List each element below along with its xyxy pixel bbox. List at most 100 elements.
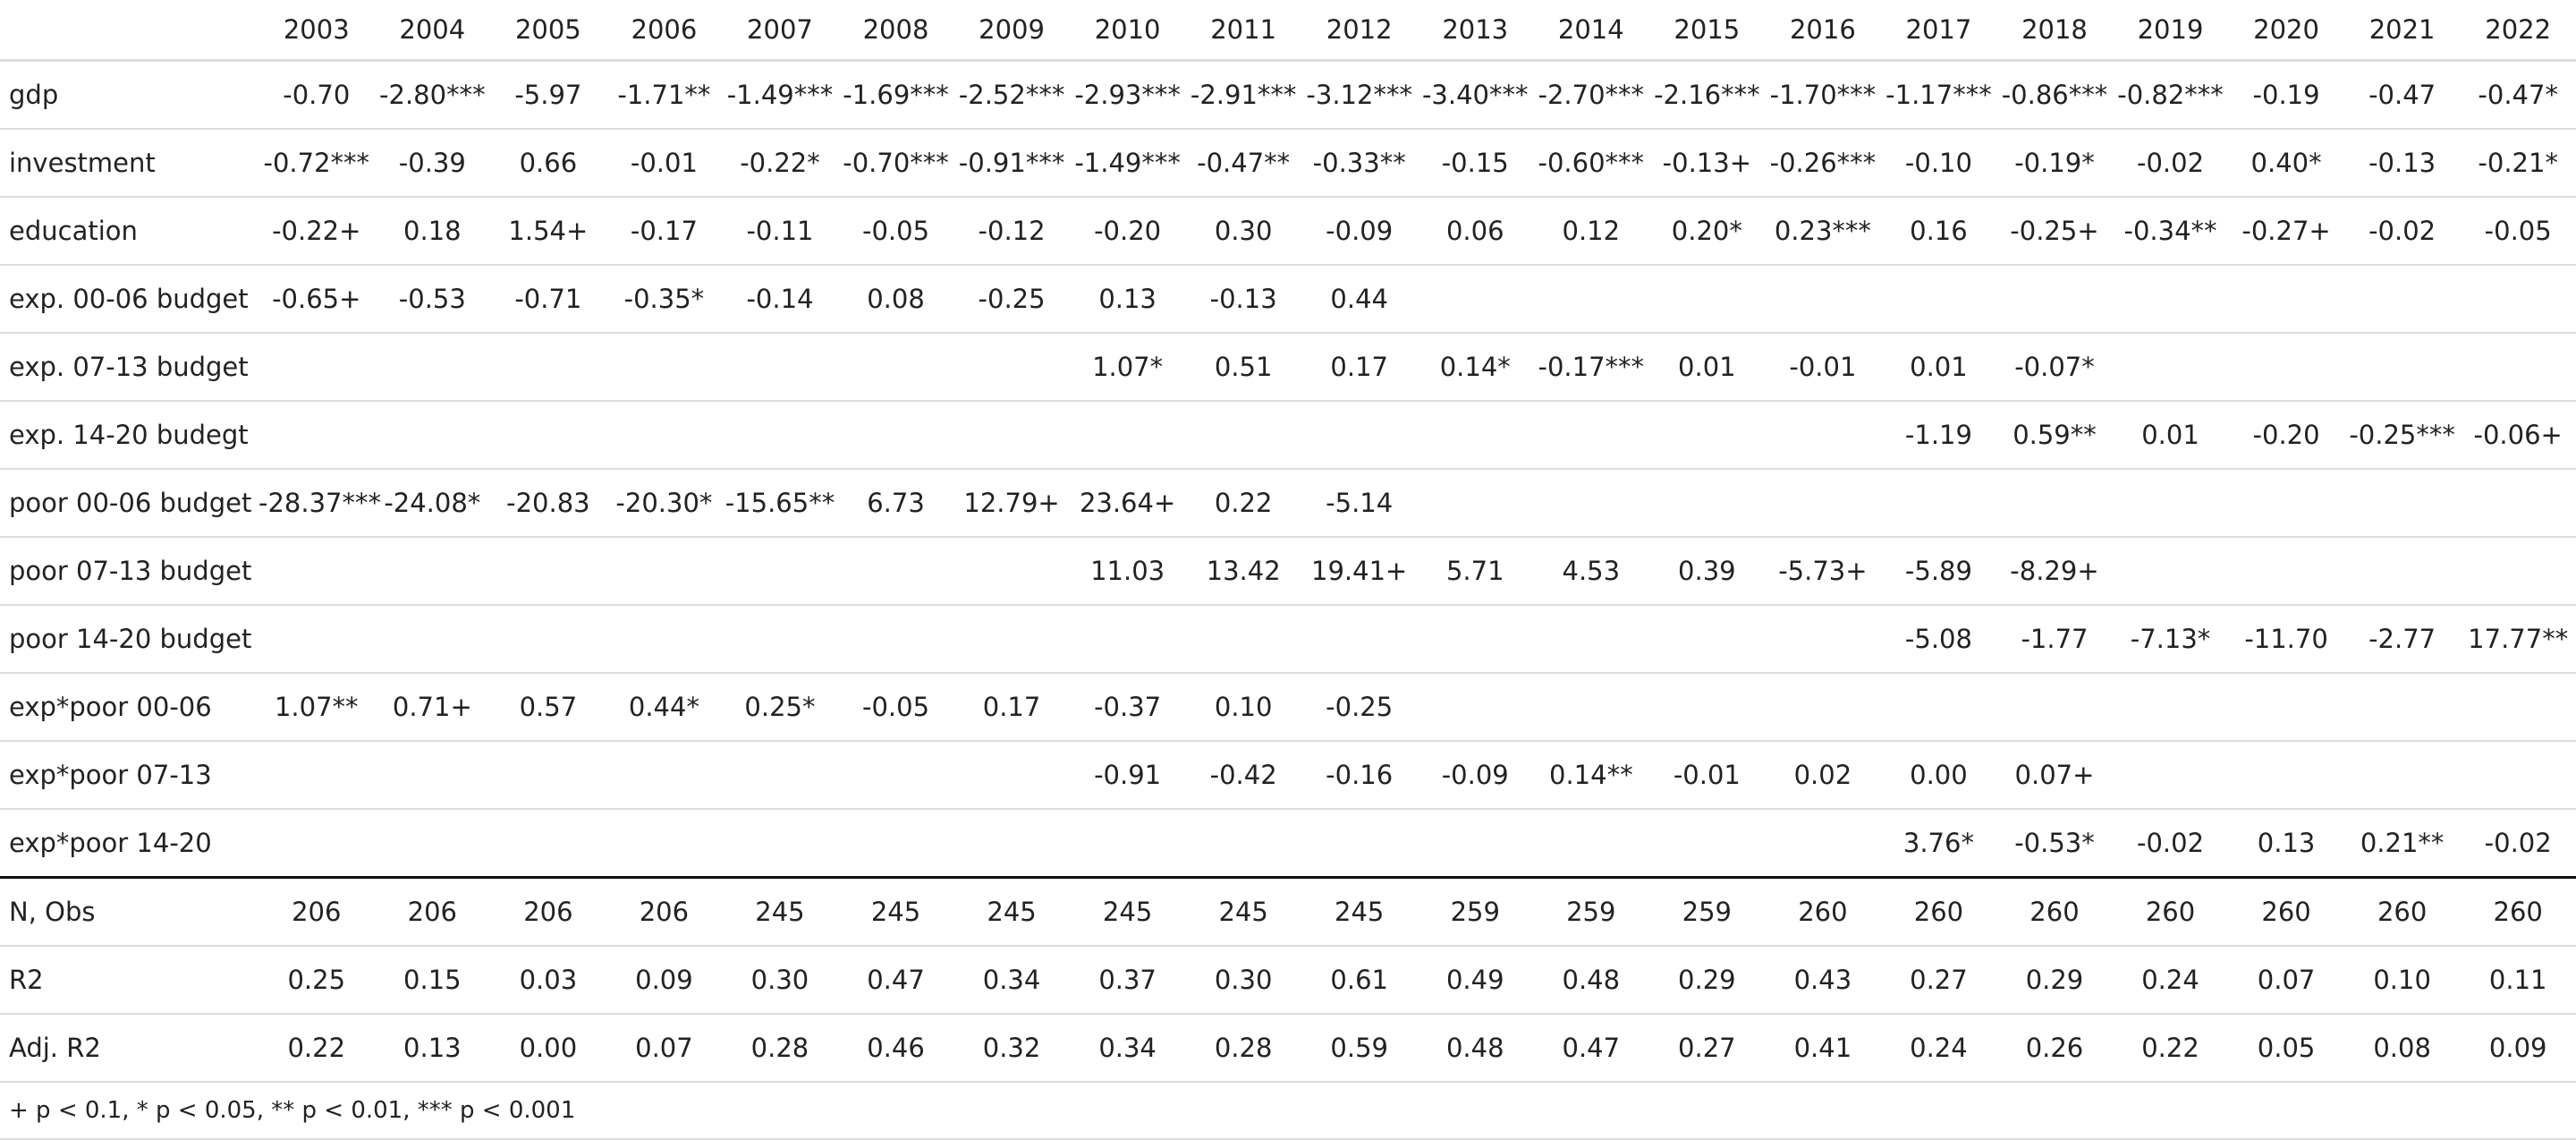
coefficient-cell (1533, 809, 1649, 879)
coefficient-cell (722, 401, 838, 470)
coefficient-cell: -0.22* (722, 129, 838, 198)
row-label: poor 07-13 budget (0, 537, 258, 606)
statistic-row: R2 0.25 0.15 0.03 0.09 0.30 0.47 0.34 0.37 0.30 0.… (0, 946, 2576, 1015)
row-label: exp*poor 00-06 (0, 673, 258, 742)
coefficient-cell (606, 809, 723, 879)
statistic-cell: 0.00 (490, 1014, 606, 1083)
statistic-cell: 0.09 (2460, 1014, 2576, 1083)
coefficient-cell (2460, 537, 2576, 606)
coefficient-cell (2460, 265, 2576, 334)
coefficient-cell (1533, 605, 1649, 674)
coefficient-cell: -8.29+ (1996, 537, 2113, 606)
coefficient-cell (1880, 265, 1997, 334)
coefficient-cell: -0.13 (2343, 129, 2461, 198)
coefficient-row: exp*poor 07-13 -0.91 -0.42 -0.16 -0.09 0.14**… (0, 741, 2576, 810)
header-row: 2003 2004 2005 2006 2007 2008 2009 2010 2011 2012… (0, 0, 2576, 62)
statistic-cell: 0.30 (722, 946, 838, 1015)
coefficient-cell: -2.91*** (1185, 60, 1301, 130)
coefficient-cell: 0.14** (1533, 741, 1649, 810)
coefficient-cell (2112, 537, 2229, 606)
statistic-cell: 245 (722, 877, 838, 947)
statistic-row: N, Obs 206 206 206 206 245 245 245 245 245 245 259 2… (0, 877, 2576, 947)
statistic-cell: 259 (1533, 877, 1649, 947)
coefficient-cell (2112, 265, 2229, 334)
coefficient-cell: -0.19* (1996, 129, 2113, 198)
coefficient-cell: 0.51 (1185, 333, 1301, 402)
statistic-cell: 0.07 (2228, 946, 2344, 1015)
year-header-2015: 2015 (1648, 0, 1766, 62)
coefficient-cell: 0.17 (953, 673, 1070, 742)
statistic-cell: 260 (1996, 877, 2113, 947)
coefficient-row: investment -0.72*** -0.39 0.66 -0.01 -0.22* -0… (0, 129, 2576, 198)
coefficient-cell (2228, 537, 2344, 606)
coefficient-cell: -5.89 (1880, 537, 1997, 606)
coefficient-cell (1880, 469, 1997, 538)
coefficient-cell: -5.14 (1301, 469, 1418, 538)
coefficient-row: exp. 14-20 budegt -1.19 0.59** 0.01 -0.20 -0.… (0, 401, 2576, 470)
statistic-cell: 0.15 (374, 946, 491, 1015)
coefficient-cell (2343, 333, 2461, 402)
row-label: exp. 07-13 budget (0, 333, 258, 402)
coefficient-cell: 0.06 (1417, 197, 1534, 266)
coefficient-cell: 0.18 (374, 197, 491, 266)
coefficient-cell: -0.17*** (1533, 333, 1649, 402)
coefficient-cell: 0.02 (1765, 741, 1881, 810)
coefficient-cell: 0.59** (1996, 401, 2113, 470)
coefficient-cell (1648, 469, 1766, 538)
coefficient-cell: -11.70 (2228, 605, 2344, 674)
coefficient-cell: -20.30* (606, 469, 723, 538)
year-header-2004: 2004 (374, 0, 491, 62)
coefficient-cell: -0.72*** (258, 129, 375, 198)
coefficient-cell: -0.86*** (1996, 60, 2113, 130)
coefficient-cell: 6.73 (837, 469, 954, 538)
coefficient-cell (258, 605, 375, 674)
statistic-cell: 0.47 (1533, 1014, 1649, 1083)
statistic-cell: 0.25 (258, 946, 375, 1015)
coefficient-cell: -0.01 (606, 129, 723, 198)
coefficient-cell (1301, 809, 1418, 879)
statistic-cell: 0.48 (1533, 946, 1649, 1015)
coefficient-cell: 0.44* (606, 673, 723, 742)
coefficient-cell: -0.05 (837, 197, 954, 266)
coefficient-cell: 0.01 (2112, 401, 2229, 470)
coefficient-cell (1069, 401, 1186, 470)
coefficient-cell (837, 605, 954, 674)
statistic-cell: 0.26 (1996, 1014, 2113, 1083)
coefficient-row: exp*poor 00-06 1.07** 0.71+ 0.57 0.44* 0.25* -… (0, 673, 2576, 742)
coefficient-cell (1533, 673, 1649, 742)
coefficient-cell: -0.21* (2460, 129, 2576, 198)
coefficient-cell: -0.02 (2112, 809, 2229, 879)
footnote-row: + p < 0.1, * p < 0.05, ** p < 0.01, *** … (0, 1082, 2576, 1140)
coefficient-cell: -0.12 (953, 197, 1070, 266)
year-header-2021: 2021 (2343, 0, 2461, 62)
coefficient-cell (1765, 469, 1881, 538)
coefficient-cell (606, 401, 723, 470)
coefficient-cell: 0.17 (1301, 333, 1418, 402)
coefficient-cell (2228, 741, 2344, 810)
coefficient-cell: -0.20 (1069, 197, 1186, 266)
row-label: education (0, 197, 258, 266)
coefficient-cell (1996, 265, 2113, 334)
coefficient-cell: -2.77 (2343, 605, 2461, 674)
year-header-2012: 2012 (1301, 0, 1418, 62)
coefficient-cell: 1.54+ (490, 197, 606, 266)
year-header-2005: 2005 (490, 0, 606, 62)
coefficient-cell: -0.42 (1185, 741, 1301, 810)
statistic-cell: 245 (1069, 877, 1186, 947)
statistic-cell: 0.09 (606, 946, 723, 1015)
statistic-cell: 245 (1185, 877, 1301, 947)
coefficient-cell (490, 333, 606, 402)
row-label: poor 00-06 budget (0, 469, 258, 538)
coefficient-cell: 23.64+ (1069, 469, 1186, 538)
coefficient-cell: 17.77** (2460, 605, 2576, 674)
year-header-2020: 2020 (2228, 0, 2344, 62)
statistic-cell: 0.05 (2228, 1014, 2344, 1083)
coefficient-cell: 0.08 (837, 265, 954, 334)
coefficient-cell (1417, 401, 1534, 470)
statistic-row: Adj. R2 0.22 0.13 0.00 0.07 0.28 0.46 0.32 0.34 0… (0, 1014, 2576, 1083)
row-label: poor 14-20 budget (0, 605, 258, 674)
coefficient-cell (1533, 265, 1649, 334)
statistic-cell: 260 (1880, 877, 1997, 947)
coefficient-cell (2112, 469, 2229, 538)
